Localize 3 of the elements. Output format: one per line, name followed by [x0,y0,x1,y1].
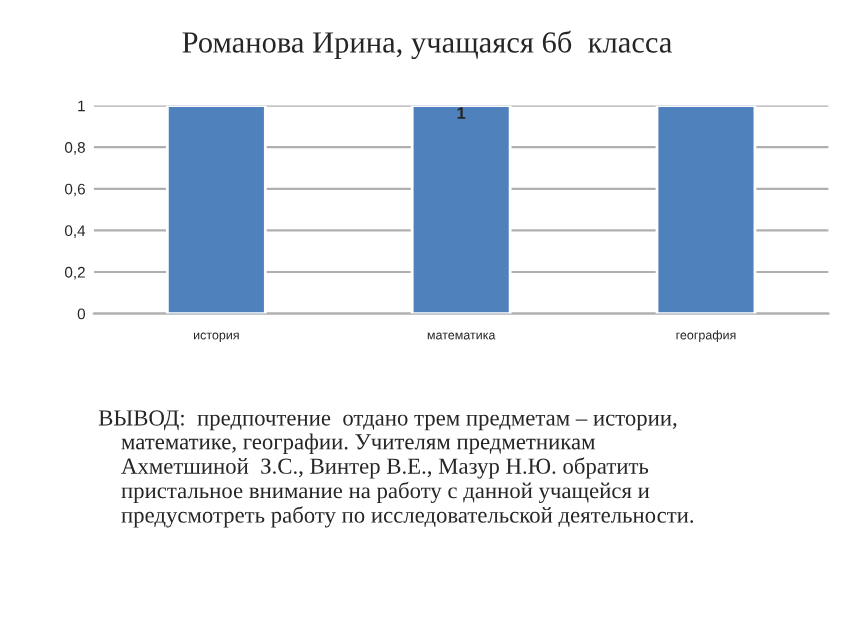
data-label: 1 [457,107,466,119]
text: ВЫВОД: предпочтение отдано трем предметам – истории, математике, географии. Учителям предметникам Ахметшиной З.С., Винтер В.Е., Мазур Н.Ю. обратить пристальное внимание на работу с данной учащейся и предусмотреть работу по исследовательской деятельности. [98,410,694,528]
chart-title: Романова Ирина, учащаяся 6б класса [182,30,672,60]
